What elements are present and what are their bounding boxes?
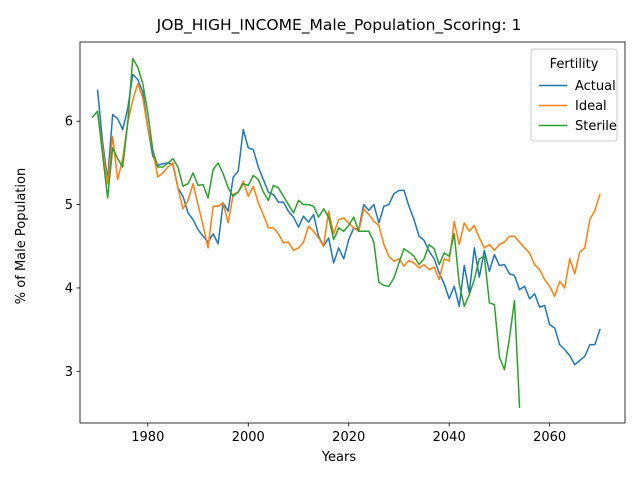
series-line-actual [96,73,601,366]
y-tick-label: 4 [65,281,73,296]
y-axis: 3 4 5 6 [65,115,80,380]
x-tick-label: 2060 [533,430,566,445]
x-tick-label: 2000 [232,430,265,445]
series-line-ideal [96,82,601,298]
series-line-sterile [91,57,521,408]
x-tick-label: 1980 [131,430,164,445]
y-tick-label: 5 [65,198,73,213]
y-tick-label: 6 [65,115,73,130]
x-tick-label: 2020 [332,430,365,445]
plot-frame [79,41,626,424]
plot-series-group [91,57,601,408]
y-tick-label: 3 [65,365,73,380]
legend-label-ideal: Ideal [575,99,607,114]
legend-title: Fertility [550,57,599,72]
x-axis-label: Years [321,450,357,465]
legend-box [530,48,618,142]
x-axis: 1980 2000 2020 2040 2060 [131,423,566,445]
legend-label-actual: Actual [575,79,616,94]
y-axis-label: % of Male Population [14,168,29,304]
x-tick-label: 2040 [433,430,466,445]
chart-title: JOB_HIGH_INCOME_Male_Population_Scoring:… [156,16,522,35]
legend-label-sterile: Sterile [575,119,617,134]
legend: Fertility Actual Ideal Sterile [530,48,618,142]
